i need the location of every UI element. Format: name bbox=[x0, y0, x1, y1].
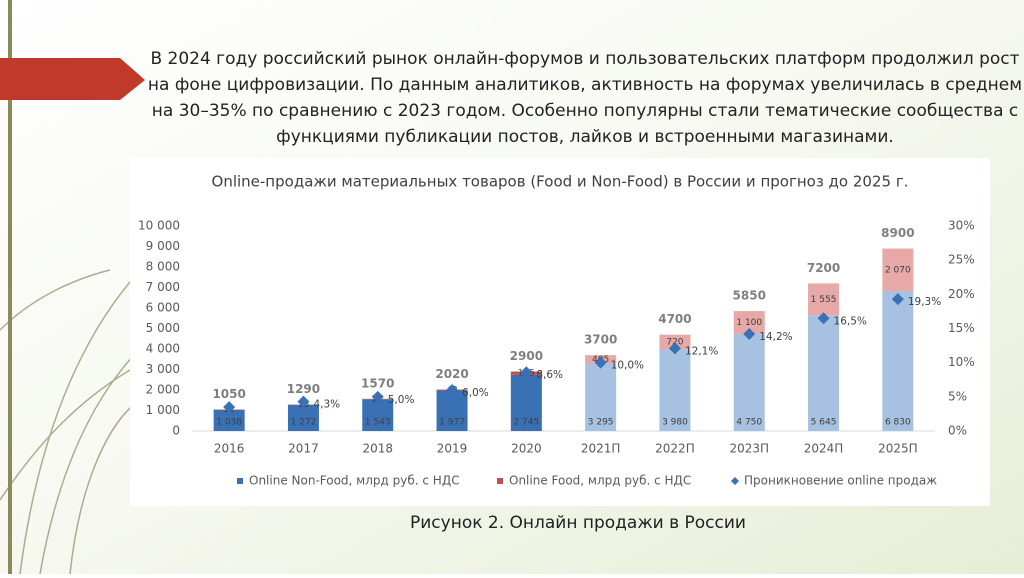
x-tick-label: 2023П bbox=[729, 442, 769, 456]
bar-value-label: 1 272 bbox=[291, 418, 317, 428]
penetration-label: 10,0% bbox=[611, 360, 644, 372]
y-tick-label: 1 000 bbox=[146, 403, 180, 417]
total-label: 4700 bbox=[658, 312, 691, 326]
penetration-label: 5,0% bbox=[388, 394, 415, 406]
bar-segment bbox=[882, 291, 913, 431]
y2-tick-label: 10% bbox=[948, 355, 975, 369]
bar-value-label: 2 070 bbox=[885, 265, 911, 275]
penetration-label: 19,3% bbox=[908, 296, 941, 308]
legend-marker bbox=[237, 478, 243, 484]
legend-marker bbox=[497, 478, 503, 484]
bar-value-label: 1 555 bbox=[811, 295, 837, 305]
y2-tick-label: 15% bbox=[948, 321, 975, 335]
x-tick-label: 2024П bbox=[804, 442, 844, 456]
y2-tick-label: 0% bbox=[948, 424, 967, 438]
total-label: 2900 bbox=[510, 349, 543, 363]
penetration-label: 8,6% bbox=[536, 369, 563, 381]
y2-tick-label: 30% bbox=[948, 219, 975, 233]
chart-panel bbox=[130, 158, 990, 506]
x-tick-label: 2019 bbox=[437, 442, 468, 456]
penetration-label: 4,3% bbox=[313, 399, 340, 411]
legend-label: Online Food, млрд руб. с НДС bbox=[509, 474, 691, 488]
y-tick-label: 2 000 bbox=[146, 383, 180, 397]
bar-segment bbox=[734, 334, 765, 431]
y-tick-label: 7 000 bbox=[146, 280, 180, 294]
penetration-label: 12,1% bbox=[685, 345, 718, 357]
total-label: 1290 bbox=[287, 382, 320, 396]
bar-value-label: 1 977 bbox=[439, 418, 465, 428]
x-tick-label: 2025П bbox=[878, 442, 918, 456]
bar-value-label: 2 745 bbox=[513, 418, 539, 428]
penetration-label: 14,2% bbox=[759, 331, 792, 343]
y-tick-label: 10 000 bbox=[138, 219, 180, 233]
y2-tick-label: 25% bbox=[948, 253, 975, 267]
paragraph-line: на фоне цифровизации. По данным аналитик… bbox=[148, 75, 1022, 95]
bar-segment bbox=[808, 315, 839, 431]
y-tick-label: 8 000 bbox=[146, 260, 180, 274]
bar-value-label: 1 100 bbox=[736, 318, 762, 328]
bar-value-label: 4 750 bbox=[736, 418, 762, 428]
penetration-label: 16,5% bbox=[834, 315, 867, 327]
y2-tick-label: 20% bbox=[948, 287, 975, 301]
y-tick-label: 0 bbox=[172, 424, 180, 438]
bar-value-label: 3 980 bbox=[662, 418, 688, 428]
x-tick-label: 2016 bbox=[214, 442, 245, 456]
accent-arrow bbox=[0, 58, 145, 100]
x-tick-label: 2021П bbox=[581, 442, 621, 456]
chart-title: Online-продажи материальных товаров (Foo… bbox=[212, 173, 909, 191]
y-tick-label: 5 000 bbox=[146, 321, 180, 335]
y2-tick-label: 5% bbox=[948, 389, 967, 403]
total-label: 8900 bbox=[881, 226, 914, 240]
bar-value-label: 6 830 bbox=[885, 418, 911, 428]
total-label: 5850 bbox=[733, 289, 766, 303]
x-tick-label: 2022П bbox=[655, 442, 695, 456]
total-label: 3700 bbox=[584, 333, 617, 347]
paragraph-line: В 2024 году российский рынок онлайн-фору… bbox=[150, 49, 1019, 69]
total-label: 1050 bbox=[212, 387, 245, 401]
bar-value-label: 1 543 bbox=[365, 418, 391, 428]
legend-label: Online Non-Food, млрд руб. с НДС bbox=[249, 474, 460, 488]
x-tick-label: 2017 bbox=[288, 442, 319, 456]
legend-label: Проникновение online продаж bbox=[744, 474, 937, 488]
total-label: 1570 bbox=[361, 376, 394, 390]
total-label: 7200 bbox=[807, 261, 840, 275]
caption: Рисунок 2. Онлайн продажи в России bbox=[410, 513, 746, 533]
y-tick-label: 6 000 bbox=[146, 301, 180, 315]
y-tick-label: 9 000 bbox=[146, 239, 180, 253]
paragraph-line: на 30–35% по сравнению с 2023 годом. Осо… bbox=[152, 101, 1018, 121]
y-tick-label: 3 000 bbox=[146, 362, 180, 376]
total-label: 2020 bbox=[435, 367, 468, 381]
x-tick-label: 2018 bbox=[362, 442, 393, 456]
bar-value-label: 1 038 bbox=[216, 418, 242, 428]
bar-value-label: 5 645 bbox=[811, 418, 837, 428]
paragraph-line: функциями публикации постов, лайков и вс… bbox=[276, 127, 894, 147]
y-tick-label: 4 000 bbox=[146, 342, 180, 356]
x-tick-label: 2020 bbox=[511, 442, 542, 456]
penetration-label: 6,0% bbox=[462, 387, 489, 399]
bar-value-label: 3 295 bbox=[588, 418, 614, 428]
